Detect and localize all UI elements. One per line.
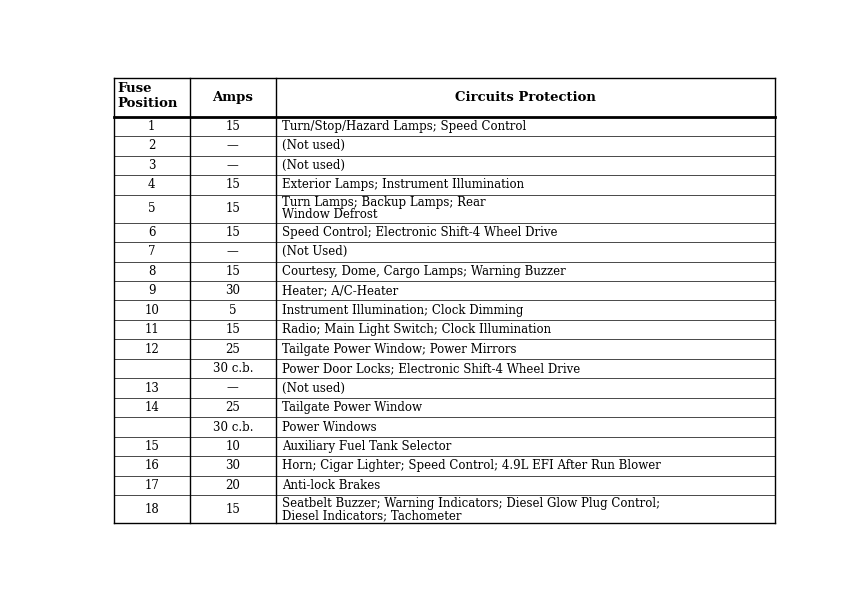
Text: —: — — [227, 245, 238, 258]
Text: Speed Control; Electronic Shift-4 Wheel Drive: Speed Control; Electronic Shift-4 Wheel … — [283, 226, 558, 239]
Text: 15: 15 — [225, 323, 240, 336]
Text: 25: 25 — [225, 343, 240, 356]
Text: 15: 15 — [144, 440, 160, 453]
Text: Radio; Main Light Switch; Clock Illumination: Radio; Main Light Switch; Clock Illumina… — [283, 323, 551, 336]
Text: 15: 15 — [225, 202, 240, 215]
Text: 20: 20 — [225, 479, 240, 492]
Text: 15: 15 — [225, 265, 240, 278]
Text: Turn Lamps; Backup Lamps; Rear: Turn Lamps; Backup Lamps; Rear — [283, 196, 486, 209]
Text: 7: 7 — [148, 245, 155, 258]
Text: 25: 25 — [225, 401, 240, 414]
Text: 2: 2 — [148, 139, 155, 152]
Text: 15: 15 — [225, 120, 240, 133]
Text: (Not used): (Not used) — [283, 139, 345, 152]
Text: 8: 8 — [148, 265, 155, 278]
Text: (Not used): (Not used) — [283, 382, 345, 395]
Text: 1: 1 — [148, 120, 155, 133]
Text: Auxiliary Fuel Tank Selector: Auxiliary Fuel Tank Selector — [283, 440, 452, 453]
Text: —: — — [227, 139, 238, 152]
Text: (Not Used): (Not Used) — [283, 245, 348, 258]
Text: 6: 6 — [148, 226, 155, 239]
Text: Circuits Protection: Circuits Protection — [455, 91, 596, 104]
Text: —: — — [227, 159, 238, 172]
Text: 4: 4 — [148, 178, 155, 191]
Text: Seatbelt Buzzer; Warning Indicators; Diesel Glow Plug Control;: Seatbelt Buzzer; Warning Indicators; Die… — [283, 497, 661, 510]
Text: (Not used): (Not used) — [283, 159, 345, 172]
Text: Exterior Lamps; Instrument Illumination: Exterior Lamps; Instrument Illumination — [283, 178, 525, 191]
Text: Window Defrost: Window Defrost — [283, 208, 378, 221]
Text: 30: 30 — [225, 284, 240, 297]
Text: Heater; A/C-Heater: Heater; A/C-Heater — [283, 284, 399, 297]
Text: Horn; Cigar Lighter; Speed Control; 4.9L EFI After Run Blower: Horn; Cigar Lighter; Speed Control; 4.9L… — [283, 459, 662, 472]
Text: 10: 10 — [144, 304, 160, 317]
Text: 30 c.b.: 30 c.b. — [212, 420, 253, 433]
Text: Courtesy, Dome, Cargo Lamps; Warning Buzzer: Courtesy, Dome, Cargo Lamps; Warning Buz… — [283, 265, 566, 278]
Text: 3: 3 — [148, 159, 155, 172]
Text: 14: 14 — [144, 401, 160, 414]
Text: 18: 18 — [145, 503, 160, 516]
Text: —: — — [227, 382, 238, 395]
Text: Tailgate Power Window: Tailgate Power Window — [283, 401, 422, 414]
Text: 9: 9 — [148, 284, 155, 297]
Text: Tailgate Power Window; Power Mirrors: Tailgate Power Window; Power Mirrors — [283, 343, 517, 356]
Text: 5: 5 — [229, 304, 237, 317]
Text: 12: 12 — [145, 343, 160, 356]
Text: 5: 5 — [148, 202, 155, 215]
Text: 13: 13 — [144, 382, 160, 395]
Text: 16: 16 — [144, 459, 160, 472]
Text: Anti-lock Brakes: Anti-lock Brakes — [283, 479, 381, 492]
Text: Instrument Illumination; Clock Dimming: Instrument Illumination; Clock Dimming — [283, 304, 524, 317]
Text: Power Door Locks; Electronic Shift-4 Wheel Drive: Power Door Locks; Electronic Shift-4 Whe… — [283, 362, 581, 375]
Text: 15: 15 — [225, 178, 240, 191]
Text: Fuse
Position: Fuse Position — [118, 82, 178, 110]
Text: 15: 15 — [225, 503, 240, 516]
Text: Diesel Indicators; Tachometer: Diesel Indicators; Tachometer — [283, 509, 462, 522]
Text: 30 c.b.: 30 c.b. — [212, 362, 253, 375]
Text: Turn/Stop/Hazard Lamps; Speed Control: Turn/Stop/Hazard Lamps; Speed Control — [283, 120, 527, 133]
Text: Power Windows: Power Windows — [283, 420, 377, 433]
Text: 30: 30 — [225, 459, 240, 472]
Text: 15: 15 — [225, 226, 240, 239]
Text: 17: 17 — [144, 479, 160, 492]
Text: 11: 11 — [145, 323, 160, 336]
Text: Amps: Amps — [212, 91, 253, 104]
Text: 10: 10 — [225, 440, 240, 453]
